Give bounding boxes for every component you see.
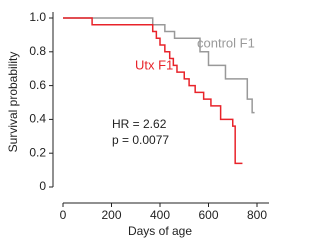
survival-curve [63,17,243,165]
y-tick-label: 1.0 [29,10,46,24]
y-tick-label: 0 [39,179,46,193]
annotation: p = 0.0077 [112,133,169,147]
legend-label: control F1 [197,35,255,50]
x-tick-label: 0 [60,208,67,222]
legend-label: Utx F1 [135,57,173,72]
x-tick-label: 400 [150,208,170,222]
survival-curve [63,17,255,114]
annotation: HR = 2.62 [112,117,167,131]
y-axis-label: Survival probability [6,52,20,153]
x-tick-label: 200 [101,208,121,222]
chart: Survival probability Days of age HR = 2.… [6,10,269,238]
y-tick-label: 0.8 [29,44,46,58]
x-tick-label: 800 [247,208,267,222]
y-tick-label: 0.2 [29,145,46,159]
x-tick-label: 600 [198,208,218,222]
x-axis-label: Days of age [128,224,192,238]
y-tick-label: 0.4 [29,112,46,126]
y-tick-label: 0.6 [29,78,46,92]
